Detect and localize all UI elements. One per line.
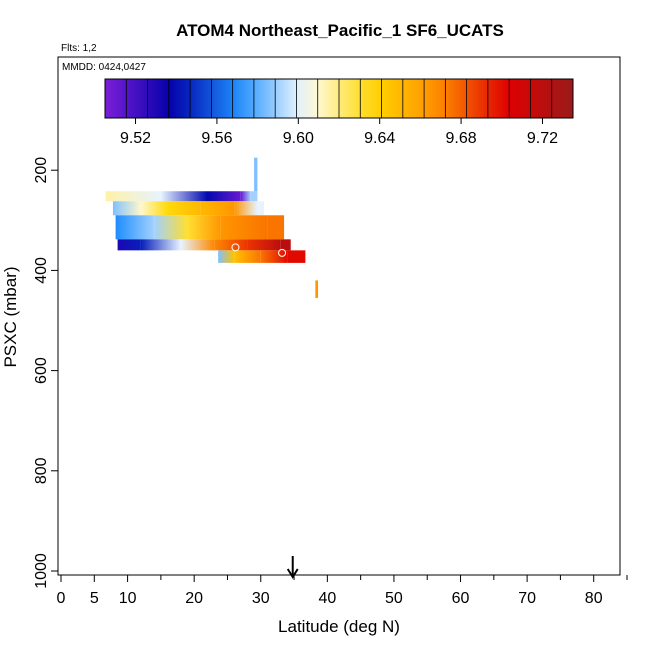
data-band-segment	[218, 250, 235, 263]
data-band-segment	[115, 215, 155, 240]
data-band-segment	[250, 191, 258, 202]
colorbar-tick-label: 9.64	[364, 130, 395, 147]
y-tick-label: 1000	[33, 553, 50, 589]
colorbar-step	[360, 79, 383, 118]
y-axis-label: PSXC (mbar)	[1, 266, 20, 367]
chart-title: ATOM4 Northeast_Pacific_1 SF6_UCATS	[176, 21, 504, 40]
colorbar-step	[424, 79, 446, 118]
data-band-segment	[105, 191, 161, 202]
data-markers	[116, 175, 287, 274]
data-band-segment	[234, 250, 261, 263]
colorbar-tick-label: 9.72	[527, 130, 558, 147]
colorbar-tick-label: 9.52	[120, 130, 151, 147]
data-band-segment	[207, 191, 241, 202]
data-band-segment	[154, 215, 188, 240]
flights-label: Flts: 1,2	[61, 43, 97, 54]
data-band-segment	[140, 201, 168, 216]
data-band-segment	[247, 239, 281, 251]
flight-marker	[116, 265, 125, 274]
colorbar-tick-label: 9.60	[283, 130, 314, 147]
data-band-segment	[187, 215, 221, 240]
colorbar-step	[530, 79, 553, 118]
colorbar-frame	[104, 78, 574, 119]
y-tick-label: 400	[33, 257, 50, 284]
data-band-segment	[257, 201, 265, 216]
x-tick-label: 0	[57, 590, 66, 607]
data-band-segment	[287, 250, 306, 263]
plot-frame	[57, 56, 621, 576]
x-tick-label: 30	[252, 590, 270, 607]
data-band-segment	[160, 191, 208, 202]
data-band-segment	[260, 250, 288, 263]
data-band-segment	[167, 201, 201, 216]
colorbar-step	[339, 79, 361, 118]
x-tick-label: 5	[90, 590, 99, 607]
x-tick-label: 80	[585, 590, 603, 607]
colorbar-step	[509, 79, 531, 118]
colorbar-step	[126, 79, 149, 118]
colorbar-step	[445, 79, 468, 118]
colorbar-step	[487, 79, 510, 118]
colorbar-step	[105, 79, 127, 118]
x-tick-label: 10	[119, 590, 137, 607]
x-tick-label: 50	[385, 590, 403, 607]
colorbar-step	[253, 79, 276, 118]
colorbar-step	[147, 79, 170, 118]
data-band-segment	[315, 280, 319, 298]
data-band-segment	[214, 239, 248, 251]
x-tick-label: 60	[452, 590, 470, 607]
data-band-segment	[254, 157, 258, 192]
x-axis-label: Latitude (deg N)	[278, 617, 400, 636]
data-band-segment	[200, 201, 235, 216]
data-band-segment	[180, 239, 215, 251]
colorbar-step	[551, 79, 574, 118]
data-band-segment	[280, 239, 291, 251]
data-bands	[105, 157, 319, 298]
colorbar: 9.52 9.56 9.60 9.64 9.68 9.72	[104, 78, 574, 147]
flight-marker	[278, 248, 287, 257]
colorbar-step	[168, 79, 191, 118]
y-tick-label: 800	[33, 457, 50, 484]
colorbar-step	[211, 79, 234, 118]
data-band-segment	[234, 201, 258, 216]
latitude-arrow-icon	[286, 556, 299, 579]
colorbar-step	[381, 79, 404, 118]
arrow-head	[286, 568, 299, 579]
x-axis: 0 5 10 20 30 40 50 60 70 80	[57, 575, 628, 607]
y-tick-label: 600	[33, 357, 50, 384]
data-band-segment	[140, 239, 181, 251]
data-band-segment	[267, 215, 285, 240]
colorbar-tick-label: 9.68	[446, 130, 477, 147]
y-axis: 200 400 600 800 1000	[33, 157, 58, 589]
colorbar-step	[296, 79, 319, 118]
mmdd-label: MMDD: 0424,0427	[62, 62, 146, 73]
colorbar-step	[190, 79, 212, 118]
colorbar-step	[466, 79, 489, 118]
colorbar-step	[232, 79, 255, 118]
colorbar-step	[317, 79, 340, 118]
colorbar-step	[402, 79, 425, 118]
y-tick-label: 200	[33, 157, 50, 184]
data-band-segment	[220, 215, 268, 240]
x-tick-label: 20	[185, 590, 203, 607]
data-band-segment	[240, 191, 251, 202]
colorbar-step	[275, 79, 297, 118]
x-tick-label: 70	[518, 590, 536, 607]
data-band-segment	[117, 239, 141, 251]
flight-marker	[237, 175, 246, 184]
colorbar-tick-label: 9.56	[201, 130, 232, 147]
data-band-segment	[112, 201, 141, 216]
x-tick-label: 40	[318, 590, 336, 607]
flight-marker	[231, 243, 240, 252]
